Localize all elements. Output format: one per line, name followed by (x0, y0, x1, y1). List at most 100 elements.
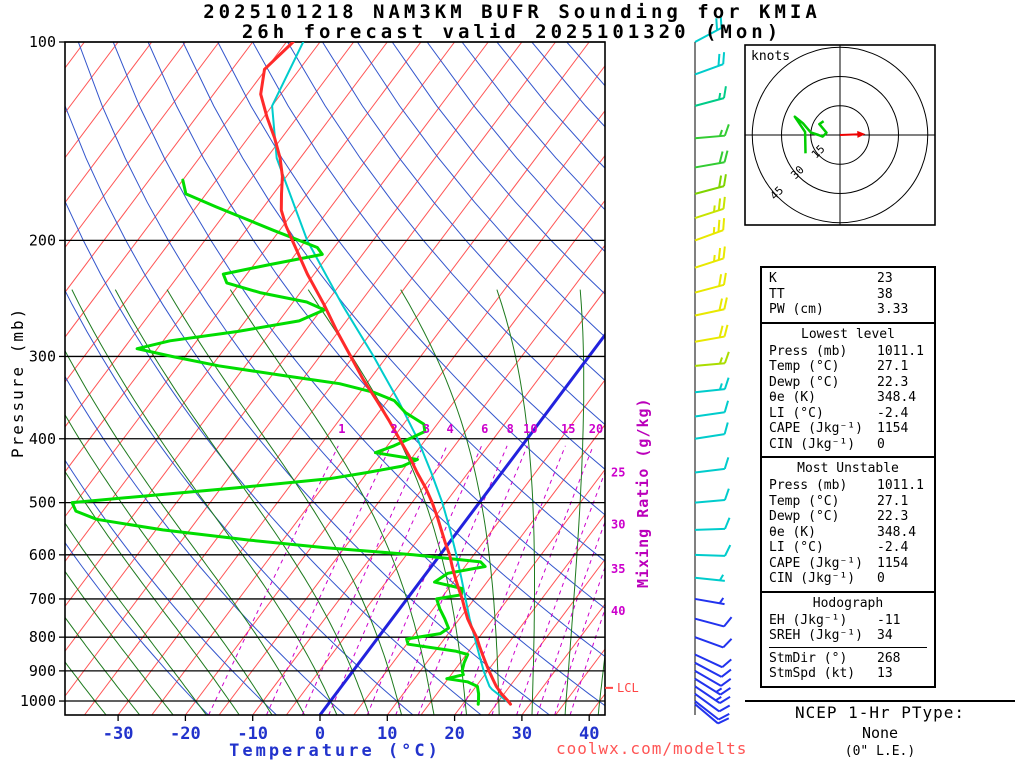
index-label: Press (mb) (769, 478, 848, 493)
moist-adiabats (65, 289, 605, 715)
index-label: θe (K) (769, 524, 816, 540)
wind-barb (694, 124, 730, 140)
index-value: 13 (877, 666, 893, 681)
wind-barb (694, 661, 732, 678)
index-row: K 23 (769, 271, 927, 287)
index-label: LI (°C) (769, 540, 824, 555)
index-label: Dewp (°C) (769, 509, 840, 524)
index-value: 348.4 (877, 524, 917, 540)
pressure-tick-label: 100 (29, 33, 56, 51)
wind-barb (694, 597, 725, 606)
index-label: Press (mb) (769, 343, 848, 359)
wind-barb (694, 218, 726, 242)
index-row: StmSpd (kt) 13 (769, 666, 927, 682)
index-label: Temp (°C) (769, 359, 840, 374)
wind-barb-column (694, 15, 733, 725)
index-value: 27.1 (877, 493, 909, 509)
wind-barb (694, 517, 731, 531)
index-label: SREH (Jkg⁻¹) (769, 628, 863, 643)
index-label: StmDir (°) (769, 650, 848, 666)
chart-title-line1: 2025101218 NAM3KM BUFR Sounding for KMIA (203, 1, 821, 23)
watermark: coolwx.com/modelts (556, 739, 748, 758)
pressure-gridlines (65, 41, 605, 702)
zero-isotherm-highlight (318, 332, 605, 715)
wind-barb (694, 174, 727, 195)
wind-barb (694, 15, 723, 43)
plot-border (64, 41, 606, 716)
index-row: CAPE (Jkg⁻¹) 1154 (769, 421, 927, 437)
index-section-header: Most Unstable (797, 461, 899, 476)
index-row: Temp (°C) 27.1 (769, 359, 927, 375)
index-label: EH (Jkg⁻¹) (769, 612, 848, 628)
wind-barb (694, 351, 730, 367)
index-row: Dewp (°C) 22.3 (769, 509, 927, 525)
mixing-ratio-value-label: 1 (338, 422, 345, 436)
index-value: 3.33 (877, 302, 909, 317)
index-value: 34 (877, 628, 893, 643)
pressure-tick-label: 800 (29, 628, 56, 646)
index-row: TT 38 (769, 287, 927, 303)
index-label: LI (°C) (769, 405, 824, 421)
indices-section: Lowest level Press (mb) 1011.1 Temp (°C) 27.… (762, 321, 934, 457)
wind-barb (694, 616, 733, 628)
index-value: 22.3 (877, 509, 909, 524)
index-label: CIN (Jkg⁻¹) (769, 571, 856, 586)
index-row: CIN (Jkg⁻¹) 0 (769, 571, 927, 587)
mixing-ratio-value-label: 35 (611, 562, 625, 576)
wind-barb (694, 196, 726, 220)
indices-summary-section: K 23 TT 38 PW (cm) 3.33 (762, 268, 934, 322)
wind-barb (694, 457, 730, 474)
indices-section: Hodograph EH (Jkg⁻¹) -11 SREH (Jkg⁻¹) 34 StmD… (762, 590, 934, 686)
index-label: CAPE (Jkg⁻¹) (769, 555, 863, 571)
wind-barb (694, 677, 731, 696)
dewpoint-curve (70, 178, 487, 706)
temperature-tick-label: 20 (444, 724, 464, 744)
index-label: CIN (Jkg⁻¹) (769, 436, 856, 452)
mixing-ratio-value-label: 4 (446, 422, 453, 436)
temperature-axis-label: Temperature (°C) (229, 741, 441, 761)
pressure-tick-label: 500 (29, 494, 56, 512)
storm-motion-arrowhead (857, 130, 866, 138)
pressure-tick-label: 200 (29, 231, 56, 249)
index-value: 268 (877, 650, 901, 666)
index-label: CAPE (Jkg⁻¹) (769, 421, 863, 436)
index-row: LI (°C) -2.4 (769, 540, 927, 556)
mixing-ratio-value-label: 30 (611, 518, 625, 532)
ptype-note: (0" L.E.) (844, 744, 916, 759)
index-label: Temp (°C) (769, 493, 840, 509)
index-label: PW (cm) (769, 302, 824, 317)
temperature-tick-label: 0 (315, 724, 325, 744)
pressure-tick-label: 1000 (20, 692, 56, 710)
storm-motion-subsection: StmDir (°) 268 StmSpd (kt) 13 (769, 646, 927, 682)
wind-barb (694, 377, 730, 394)
wind-barb (694, 685, 731, 704)
mixing-ratio-value-label: 20 (589, 422, 603, 436)
indices-section: Most Unstable Press (mb) 1011.1 Temp (°C) 27… (762, 456, 934, 591)
chart-title-line2: 26h forecast valid 2025101320 (Mon) (241, 21, 783, 43)
index-row: Press (mb) 1011.1 (769, 344, 927, 360)
pressure-tick-label: 300 (29, 347, 56, 365)
wind-barb (694, 422, 729, 440)
wind-barb (694, 574, 725, 582)
temperature-tick-label: -10 (237, 724, 268, 744)
index-section-header: Hodograph (812, 595, 884, 611)
index-value: -2.4 (877, 540, 909, 555)
wind-barb (694, 246, 726, 269)
index-value: 23 (877, 271, 893, 286)
mixing-ratio-axis-label: Mixing Ratio (g/kg) (634, 397, 652, 588)
index-row: SREH (Jkg⁻¹) 34 (769, 628, 927, 644)
pressure-tick-label: 700 (29, 590, 56, 608)
mixing-ratio-value-label: 25 (611, 465, 625, 479)
mixing-ratio-value-label: 2 (390, 422, 397, 436)
wind-barb (694, 400, 730, 418)
temperature-curve (259, 42, 512, 706)
index-row: CIN (Jkg⁻¹) 0 (769, 437, 927, 453)
index-row: Press (mb) 1011.1 (769, 478, 927, 494)
index-value: 38 (877, 286, 893, 302)
storm-motion-arrow (839, 133, 861, 136)
mixing-ratio-value-label: 40 (611, 604, 625, 618)
temperature-tick-label: -20 (170, 724, 201, 744)
wind-barb (694, 86, 727, 107)
